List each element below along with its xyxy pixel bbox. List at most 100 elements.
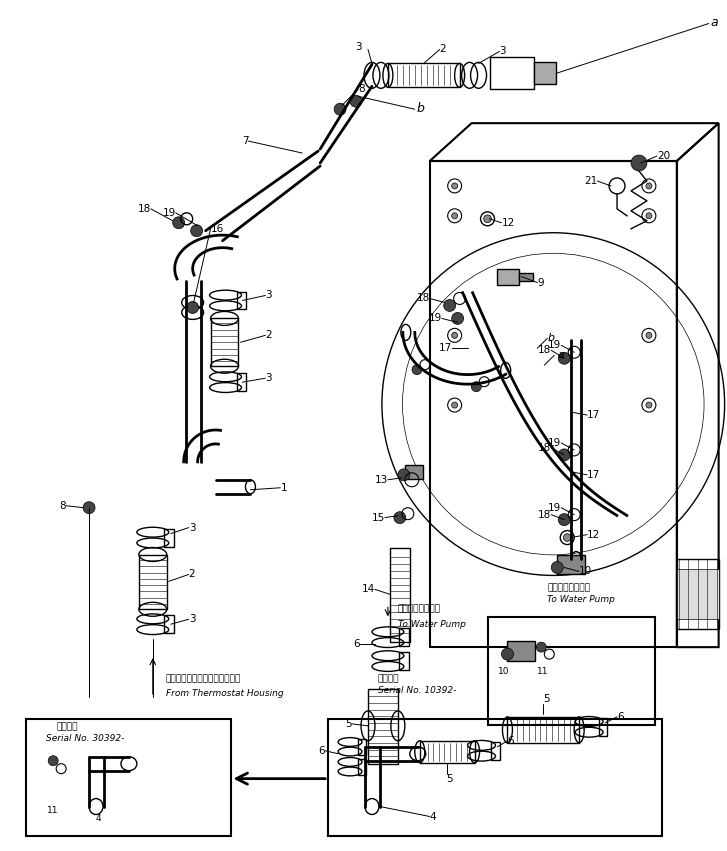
Bar — [558, 555, 585, 574]
Text: 5: 5 — [345, 719, 352, 728]
Circle shape — [451, 312, 464, 324]
Bar — [399, 652, 409, 670]
Bar — [399, 628, 409, 646]
Text: 12: 12 — [502, 218, 515, 228]
Text: 14: 14 — [362, 585, 375, 594]
Circle shape — [412, 365, 422, 374]
Text: 6: 6 — [507, 736, 514, 745]
Text: 8: 8 — [60, 500, 66, 511]
Text: 18: 18 — [538, 443, 551, 453]
Circle shape — [190, 225, 203, 237]
Text: 21: 21 — [584, 176, 597, 186]
Bar — [390, 547, 410, 643]
Text: 7: 7 — [242, 136, 249, 146]
Text: 6: 6 — [318, 745, 325, 756]
Text: 適用号機: 適用号機 — [378, 675, 399, 683]
Bar — [507, 641, 535, 661]
Text: Serial No. 10392-: Serial No. 10392- — [378, 687, 457, 695]
Bar — [26, 719, 230, 837]
Text: 2: 2 — [189, 569, 196, 580]
Text: 19: 19 — [428, 313, 442, 323]
Circle shape — [483, 215, 491, 223]
Text: a: a — [558, 351, 564, 360]
Circle shape — [187, 301, 198, 313]
Text: 12: 12 — [587, 529, 601, 540]
Text: 13: 13 — [374, 475, 388, 485]
Text: 18: 18 — [538, 346, 551, 355]
Circle shape — [558, 352, 570, 364]
Bar — [534, 62, 556, 84]
Circle shape — [451, 213, 457, 219]
Circle shape — [451, 333, 457, 339]
Circle shape — [646, 183, 652, 189]
Circle shape — [334, 103, 346, 115]
Text: 18: 18 — [137, 204, 150, 214]
Text: To Water Pump: To Water Pump — [398, 620, 466, 629]
Text: 5: 5 — [543, 694, 550, 704]
Bar — [237, 374, 246, 391]
Text: ウォータポンプへ: ウォータポンプへ — [547, 583, 590, 592]
Bar — [519, 272, 534, 281]
Text: b: b — [547, 334, 555, 343]
Text: b: b — [417, 102, 425, 115]
Circle shape — [173, 217, 185, 229]
Circle shape — [558, 449, 570, 461]
Bar — [430, 161, 677, 647]
Bar — [677, 569, 718, 620]
Text: 20: 20 — [657, 151, 670, 161]
Text: 17: 17 — [438, 343, 451, 353]
Text: From Thermostat Housing: From Thermostat Housing — [166, 689, 284, 699]
Circle shape — [551, 562, 563, 574]
Text: 19: 19 — [162, 208, 176, 218]
Bar — [489, 57, 534, 89]
Text: 17: 17 — [587, 470, 601, 480]
Bar — [358, 759, 366, 774]
Bar — [599, 718, 607, 736]
Text: 10: 10 — [497, 666, 509, 676]
Bar — [497, 269, 519, 284]
Text: 3: 3 — [189, 523, 196, 533]
Bar — [368, 689, 398, 763]
Text: 6: 6 — [353, 639, 360, 649]
Text: 8: 8 — [358, 84, 365, 94]
Text: 3: 3 — [189, 614, 196, 625]
Circle shape — [83, 502, 95, 514]
Text: 2: 2 — [265, 330, 272, 340]
Bar — [164, 528, 174, 546]
Text: 4: 4 — [96, 814, 102, 823]
Text: 17: 17 — [587, 410, 601, 420]
Text: Serial No. 30392-: Serial No. 30392- — [47, 734, 124, 743]
Bar — [419, 740, 475, 762]
Text: 1: 1 — [281, 483, 287, 493]
Text: 3: 3 — [499, 47, 506, 56]
Bar — [491, 742, 499, 760]
Circle shape — [631, 155, 647, 171]
Circle shape — [563, 534, 571, 541]
Circle shape — [394, 511, 406, 523]
Circle shape — [451, 183, 457, 189]
Circle shape — [350, 95, 362, 107]
Bar — [237, 292, 246, 310]
Text: 10: 10 — [579, 567, 593, 576]
Text: 3: 3 — [265, 290, 272, 300]
Text: 19: 19 — [548, 438, 561, 448]
Circle shape — [646, 213, 652, 219]
Circle shape — [646, 402, 652, 408]
Text: 3: 3 — [265, 374, 272, 383]
Circle shape — [646, 333, 652, 339]
Bar — [328, 719, 662, 837]
Text: 18: 18 — [417, 294, 430, 304]
Bar — [139, 555, 166, 609]
Text: 18: 18 — [538, 510, 551, 520]
Circle shape — [451, 402, 457, 408]
Text: 5: 5 — [446, 774, 454, 784]
Bar — [164, 615, 174, 633]
Circle shape — [558, 514, 570, 526]
Text: 4: 4 — [430, 812, 436, 821]
Circle shape — [537, 643, 546, 652]
Text: 3: 3 — [356, 43, 362, 53]
Text: 16: 16 — [211, 224, 224, 234]
Text: 6: 6 — [617, 712, 624, 722]
Text: 11: 11 — [537, 666, 549, 676]
Text: 19: 19 — [548, 503, 561, 512]
